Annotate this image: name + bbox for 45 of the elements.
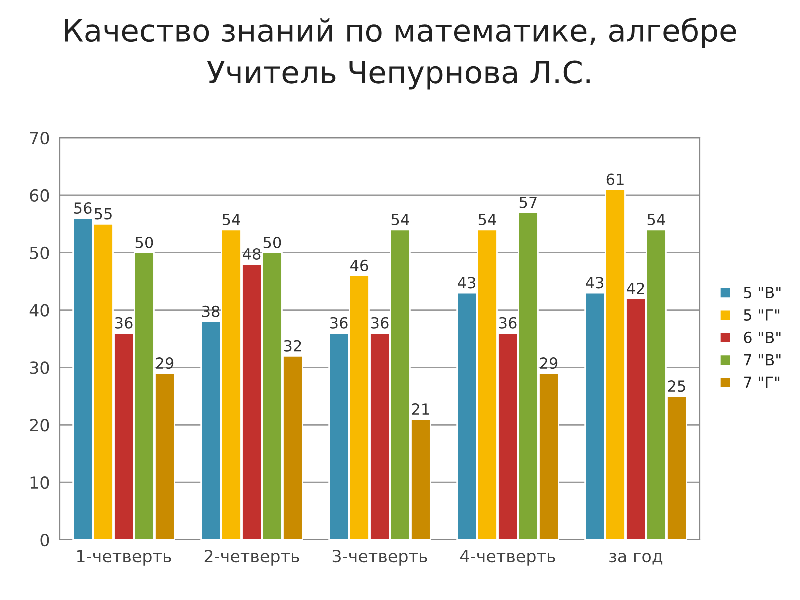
data-label: 55 <box>94 208 112 220</box>
data-label: 57 <box>520 196 537 208</box>
y-tick-label: 60 <box>30 189 50 202</box>
data-label: 29 <box>540 358 558 370</box>
data-label: 61 <box>606 174 624 186</box>
y-tick-label: 0 <box>40 534 50 547</box>
data-label: 54 <box>648 214 666 226</box>
y-tick-label: 50 <box>30 246 50 260</box>
legend-label: 7 "Г" <box>744 376 780 388</box>
data-label: 36 <box>371 317 389 329</box>
legend-label: 5 "В" <box>744 287 781 299</box>
data-label: 29 <box>156 358 174 370</box>
data-label: 36 <box>115 317 133 329</box>
x-tick-label: за год <box>610 553 663 565</box>
y-tick-label: 10 <box>30 476 50 490</box>
chart-title: Качество знаний по математике, алгебре <box>65 18 736 48</box>
data-label: 48 <box>243 248 261 260</box>
data-label: 25 <box>668 380 686 392</box>
data-label: 50 <box>264 236 282 249</box>
data-label: 36 <box>330 317 348 329</box>
legend-label: 5 "Г" <box>744 310 780 322</box>
y-tick-label: 40 <box>30 304 50 317</box>
y-tick-label: 30 <box>30 362 50 374</box>
data-label: 38 <box>202 306 220 318</box>
x-tick-label: 3-четверть <box>332 550 428 566</box>
data-label: 54 <box>222 214 240 226</box>
y-tick-label: 20 <box>30 419 50 432</box>
data-label: 36 <box>499 317 517 329</box>
data-label: 43 <box>586 277 604 289</box>
y-tick-label: 70 <box>30 132 50 145</box>
x-tick-label: 4-четверть <box>460 550 556 566</box>
data-label: 42 <box>627 282 644 294</box>
legend-label: 6 "В" <box>744 332 781 344</box>
data-label: 56 <box>74 202 92 214</box>
data-label: 54 <box>392 214 410 226</box>
chart-subtitle: Учитель Чепурнова Л.С. <box>207 60 590 90</box>
data-label: 46 <box>350 260 368 272</box>
data-label: 54 <box>478 214 496 226</box>
data-label: 43 <box>458 277 476 289</box>
x-tick-label: 1-четверть <box>78 550 172 566</box>
x-tick-label: 2-четверть <box>204 550 300 566</box>
legend-label: 7 "В" <box>744 354 781 366</box>
data-label: 32 <box>284 340 302 352</box>
data-label: 50 <box>136 236 154 249</box>
data-label: 21 <box>412 403 430 415</box>
